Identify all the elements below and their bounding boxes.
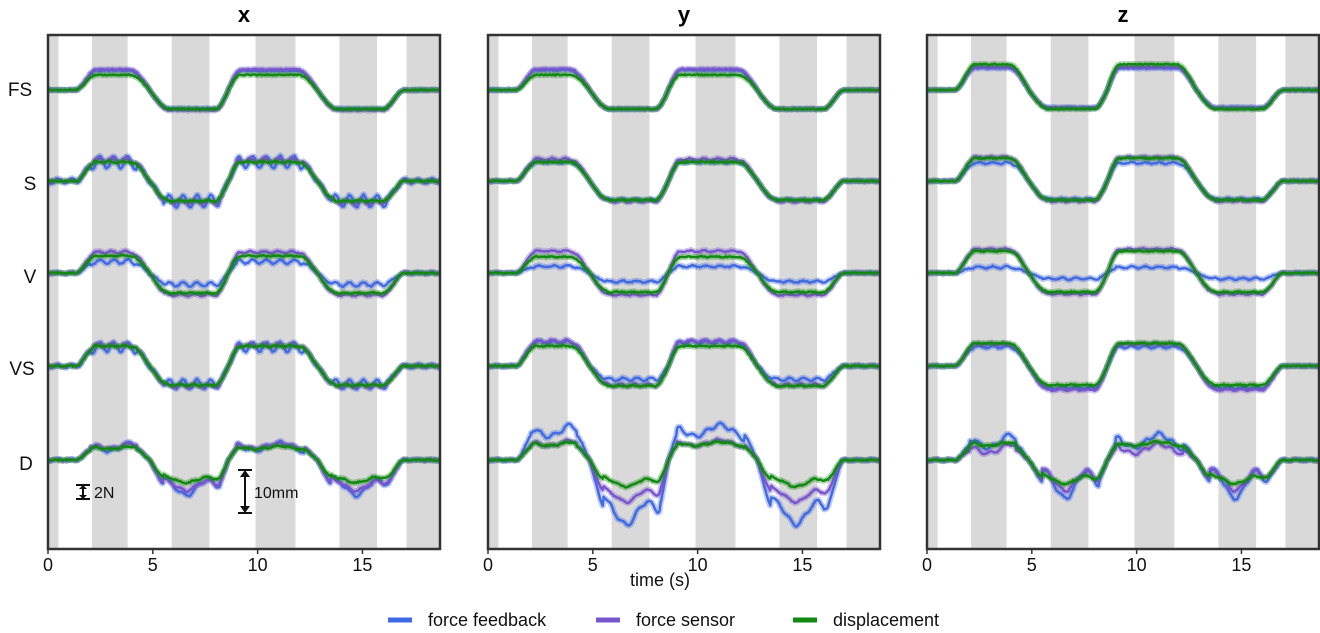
x-tick-label: 0 xyxy=(483,555,493,575)
series-line-force-feedback-d xyxy=(488,421,880,528)
series-line-displacement-v xyxy=(48,253,440,295)
plot-area xyxy=(488,65,880,530)
legend-label-displacement: displacement xyxy=(833,610,939,630)
x-tick-label: 10 xyxy=(248,555,268,575)
time-band xyxy=(1134,35,1175,549)
time-band xyxy=(255,35,296,549)
series-line-force-feedback-v xyxy=(48,257,440,289)
series-line-displacement-v xyxy=(488,254,880,295)
series-line-displacement-d xyxy=(48,444,440,485)
plot-area xyxy=(927,60,1319,503)
series-line-displacement-fs xyxy=(927,62,1319,111)
series-line-force-sensor-d xyxy=(48,441,440,493)
panel-title: z xyxy=(1118,2,1129,27)
x-tick-label: 15 xyxy=(792,555,812,575)
row-labels: FS S V VS D xyxy=(8,80,37,475)
x-tick-label: 10 xyxy=(688,555,708,575)
panel-z: z 0 5 10 15 xyxy=(922,2,1320,575)
panel-title: y xyxy=(678,2,691,27)
series-line-displacement-vs xyxy=(48,343,440,388)
displacement-scale-label: 10mm xyxy=(254,485,298,502)
plot-area xyxy=(48,65,440,501)
series-line-displacement-fs xyxy=(48,73,440,111)
panel-frame xyxy=(925,33,1320,551)
x-tick-label: 10 xyxy=(1127,555,1147,575)
x-axis-title: time (s) xyxy=(630,570,690,590)
series-line-displacement-v xyxy=(927,249,1319,295)
time-band xyxy=(532,35,568,549)
series-line-force-sensor-d xyxy=(927,441,1319,493)
time-band xyxy=(1285,35,1319,549)
x-tick-label: 0 xyxy=(922,555,932,575)
series-line-displacement-vs xyxy=(488,344,880,388)
time-band xyxy=(488,35,499,549)
series-line-displacement-d xyxy=(927,439,1319,486)
series-line-force-feedback-v xyxy=(488,263,880,284)
x-tick-label: 5 xyxy=(588,555,598,575)
time-band xyxy=(927,35,938,549)
row-label-fs: FS xyxy=(8,80,32,101)
x-tick-label: 15 xyxy=(352,555,372,575)
legend: force feedback force sensor displacement xyxy=(388,610,939,630)
panels: x 0 5 10 15 y 0 5 10 15 z 0 5 10 15 xyxy=(43,2,1320,575)
row-label-v: V xyxy=(24,267,37,288)
legend-label-force-feedback: force feedback xyxy=(428,610,547,630)
series-line-displacement-fs xyxy=(488,72,880,111)
series-line-displacement-d xyxy=(488,440,880,489)
series-line-displacement-vs xyxy=(927,341,1319,387)
row-label-vs: VS xyxy=(9,359,34,380)
series-line-force-sensor-v xyxy=(488,248,880,298)
time-band xyxy=(846,35,880,549)
x-tick-label: 0 xyxy=(43,555,53,575)
panel-frame xyxy=(486,33,882,551)
time-band xyxy=(695,35,736,549)
panel-y: y 0 5 10 15 xyxy=(483,2,882,575)
panel-frame xyxy=(46,33,442,551)
x-tick-label: 5 xyxy=(1027,555,1037,575)
series-line-displacement-s xyxy=(48,159,440,204)
time-band xyxy=(92,35,128,549)
panel-x: x 0 5 10 15 xyxy=(43,2,442,575)
series-line-force-feedback-s xyxy=(48,154,440,209)
time-band xyxy=(48,35,59,549)
series-line-force-feedback-s xyxy=(927,160,1319,202)
series-line-displacement-s xyxy=(927,156,1319,203)
force-scale-label: 2N xyxy=(94,485,114,502)
x-tick-label: 5 xyxy=(148,555,158,575)
series-line-force-sensor-vs xyxy=(488,338,880,388)
displacement-scale-bar: 10mm xyxy=(238,469,298,514)
panel-title: x xyxy=(238,2,251,27)
x-tick-label: 15 xyxy=(1231,555,1251,575)
legend-label-force-sensor: force sensor xyxy=(636,610,735,630)
force-scale-bar: 2N xyxy=(76,484,114,502)
series-line-displacement-s xyxy=(488,159,880,203)
row-label-s: S xyxy=(24,174,37,195)
time-band xyxy=(406,35,440,549)
series-line-force-feedback-v xyxy=(927,264,1319,282)
row-label-d: D xyxy=(19,454,33,475)
series-line-force-feedback-vs xyxy=(48,340,440,391)
time-band xyxy=(971,35,1007,549)
